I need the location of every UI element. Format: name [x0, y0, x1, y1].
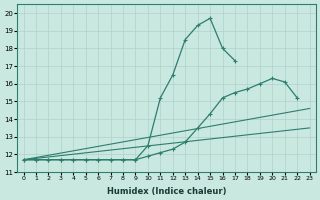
- X-axis label: Humidex (Indice chaleur): Humidex (Indice chaleur): [107, 187, 226, 196]
